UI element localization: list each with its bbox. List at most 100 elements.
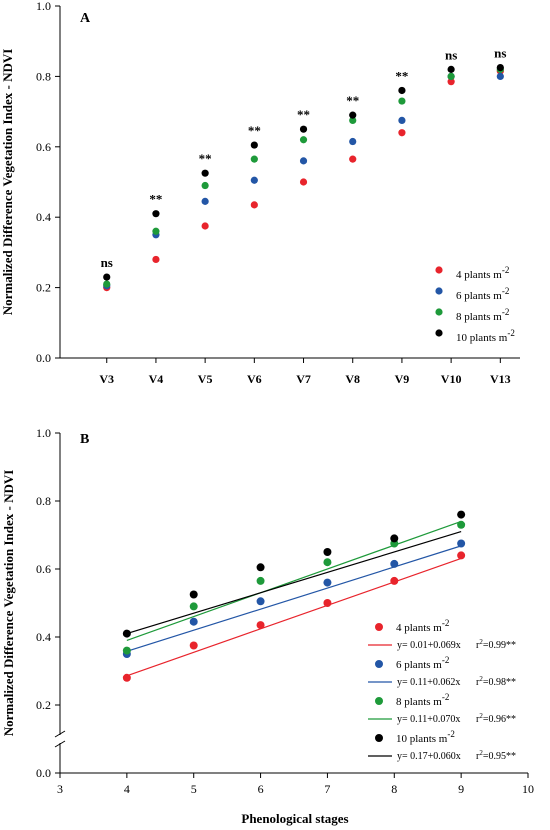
panel-b-marks [122, 510, 466, 682]
panel-a-point [398, 97, 406, 105]
panel-b-point [189, 617, 198, 626]
panel-b-legend-r2: r2=0.98** [476, 675, 516, 688]
panel-b-legend-r2-sup: 2 [479, 749, 483, 757]
panel-a-point [299, 157, 308, 165]
panel-a-point [447, 78, 455, 86]
panel-a-letter: A [80, 11, 91, 26]
panel-b-legend-label: 8 plants m-2 [396, 692, 449, 708]
panel-b-x-tick-label: 7 [324, 782, 330, 796]
panel-b-legend-r2-value: =0.98** [483, 677, 516, 688]
panel-a-significance-label: ** [199, 151, 212, 166]
panel-a-x-tick-label: V13 [490, 372, 511, 386]
panel-a-point [496, 64, 504, 72]
panel-b-legend-equation: y= 0.17+0.060x [397, 751, 461, 762]
panel-a-x-tick-label: V9 [395, 372, 410, 386]
panel-a-point [349, 111, 357, 119]
panel-a-legend-sup: -2 [502, 265, 510, 275]
panel-b-point [256, 576, 265, 585]
panel-b-y-tick-label: 0.2 [36, 698, 51, 712]
panel-a-y-tick-label: 1.0 [36, 0, 51, 13]
panel-b-regression-lines [126, 520, 462, 677]
panel-b-point [390, 534, 399, 543]
panel-a-x-tick-label: V6 [247, 372, 262, 386]
panel-a-significance-label: ns [494, 46, 506, 61]
panel-a-significance-label: ** [297, 107, 310, 122]
panel-b-point [457, 551, 466, 560]
panel-b-y-tick-label: 0.6 [36, 562, 51, 576]
panel-b-point [323, 578, 332, 587]
panel-b-x-tick-label: 3 [57, 782, 63, 796]
panel-a-legend-name: 6 plants m [456, 290, 502, 302]
panel-b-legend-r2-sup: 2 [479, 675, 483, 683]
panel-a-legend-name: 4 plants m [456, 269, 502, 281]
panel-b-y-tick-label: 0.8 [36, 494, 51, 508]
panel-b-point [323, 548, 332, 556]
panel-a-point [398, 129, 406, 137]
panel-a-point [103, 273, 111, 281]
panel-b-x-tick-label: 8 [391, 782, 397, 796]
panel-b-chart: B Normalized Difference Vegetation Index… [1, 426, 534, 826]
panel-a-legend-sup: -2 [502, 286, 510, 296]
panel-b-x-tick-label: 4 [124, 782, 130, 796]
panel-a-y-tick-label: 0.6 [36, 140, 51, 154]
panel-a-axes: 0.0 0.2 0.4 0.6 0.8 1.0 V3 V4 V5 V6 V7 V8 V9 V10 V13 [36, 0, 520, 386]
panel-a-point [299, 178, 308, 186]
panel-b-legend-r2-value: =0.95** [483, 751, 516, 762]
panel-a-point [447, 72, 455, 80]
panel-b-point [323, 599, 332, 607]
panel-b-regression-line [126, 520, 462, 641]
panel-a-point [201, 169, 209, 177]
panel-a-x-tick-label: V7 [296, 372, 311, 386]
panel-b-point [323, 558, 332, 567]
panel-a-significance-label: ** [149, 192, 162, 207]
panel-b-y-tick-label: 1.0 [36, 426, 51, 440]
panel-a-significance-label: ** [395, 68, 408, 83]
panel-a-significance-label: ** [248, 123, 261, 138]
panel-a-point [250, 201, 258, 209]
panel-a-point [398, 86, 406, 95]
panel-a-significance-label: ns [101, 255, 113, 270]
panel-a-legend-label: 8 plants m-2 [456, 307, 509, 323]
panel-b-point [390, 559, 399, 568]
panel-b-point [457, 539, 466, 548]
panel-b-point [122, 646, 131, 655]
panel-b-legend: 4 plants m-2y= 0.01+0.069x r2=0.99**6 pla… [368, 618, 516, 762]
panel-b-y-tick-label: 0.4 [36, 630, 51, 644]
panel-b-point [256, 563, 265, 572]
panel-b-point [189, 641, 198, 650]
panel-a-legend-marker [435, 308, 443, 316]
panel-b-legend-r2-label: r [476, 751, 480, 762]
panel-b-legend-marker [375, 734, 383, 742]
panel-a-legend-label: 6 plants m-2 [456, 286, 509, 302]
panel-a-point [152, 255, 160, 264]
panel-b-point [390, 576, 399, 585]
panel-b-x-tick-label: 10 [522, 782, 534, 796]
panel-b-legend-r2: r2=0.96** [476, 712, 516, 725]
panel-b-legend-name: 4 plants m [396, 622, 442, 634]
panel-b-legend-equation: y= 0.01+0.069x [397, 640, 461, 651]
panel-b-legend-sup: -2 [442, 618, 450, 628]
panel-a-y-tick-label: 0.0 [36, 351, 51, 365]
panel-a-y-tick-label: 0.8 [36, 69, 51, 83]
panel-a-point [349, 116, 357, 124]
panel-a-legend-marker [435, 287, 443, 295]
panel-b-y-axis-title: Normalized Difference Vegetation Index -… [1, 470, 16, 737]
panel-b-regression-line [126, 545, 462, 652]
panel-a-point [250, 155, 258, 163]
panel-a-x-tick-label: V4 [149, 372, 164, 386]
panel-b-legend-r2-label: r [476, 640, 480, 651]
panel-b-legend-r2-sup: 2 [479, 638, 483, 646]
panel-b-point [256, 597, 265, 606]
panel-a-point [299, 125, 308, 133]
panel-b-x-tick-label: 6 [258, 782, 264, 796]
panel-b-point [189, 602, 198, 611]
panel-b-y-tick-label: 0.0 [36, 766, 51, 780]
panel-b-point [256, 621, 265, 630]
panel-a-significance-label: ** [346, 93, 359, 108]
panel-b-x-tick-label: 5 [191, 782, 197, 796]
panel-a-point [201, 222, 209, 230]
panel-b-point [122, 673, 131, 682]
panel-a-point [398, 116, 406, 124]
panel-b-regression-line [126, 557, 462, 677]
